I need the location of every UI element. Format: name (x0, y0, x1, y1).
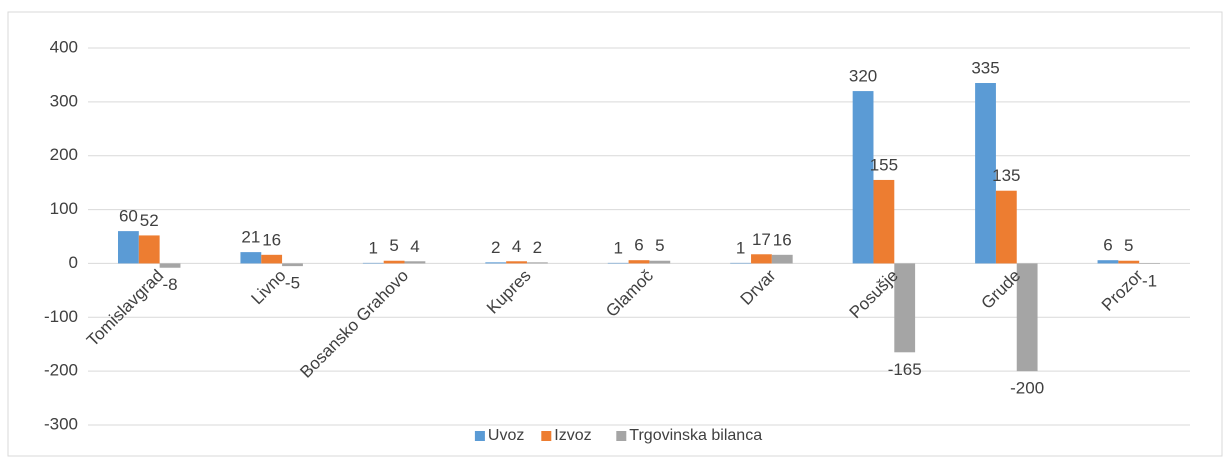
y-tick-label: 300 (50, 91, 78, 110)
data-label: 2 (491, 238, 500, 257)
bar (730, 262, 752, 264)
bar (159, 263, 181, 268)
bar (261, 254, 283, 264)
legend-label: Uvoz (488, 427, 524, 444)
data-label: 4 (410, 237, 419, 256)
legend-swatch (474, 431, 485, 441)
data-label: 16 (773, 230, 792, 249)
data-label: -1 (1142, 271, 1157, 290)
data-label: -200 (1010, 379, 1044, 398)
legend-swatch (541, 431, 552, 441)
bar (852, 91, 874, 264)
bar (995, 190, 1017, 264)
data-label: 1 (613, 238, 622, 257)
bar (383, 260, 405, 264)
y-tick-label: 0 (69, 253, 78, 272)
bar (873, 179, 895, 264)
data-label: 16 (262, 230, 281, 249)
data-label: 2 (533, 238, 542, 257)
data-label: 135 (992, 166, 1020, 185)
bar (506, 261, 527, 264)
bar (1118, 260, 1140, 264)
data-label: 6 (1103, 236, 1112, 255)
legend-label: Izvoz (554, 427, 591, 444)
data-label: 52 (140, 211, 159, 230)
bar (1097, 260, 1119, 264)
y-tick-label: 100 (50, 199, 78, 218)
bar (1139, 263, 1161, 264)
data-label: -165 (888, 360, 922, 379)
y-tick-label: -100 (44, 307, 78, 326)
y-tick-label: 400 (50, 37, 78, 56)
y-tick-label: -300 (44, 414, 78, 433)
data-label: 320 (849, 67, 877, 86)
data-label: 4 (512, 237, 521, 256)
bar (117, 231, 139, 264)
data-label: 60 (119, 207, 138, 226)
bar (751, 254, 772, 264)
legend-swatch (616, 431, 627, 441)
data-label: 155 (870, 155, 898, 174)
data-label: 5 (389, 236, 398, 255)
bar (771, 254, 793, 264)
bar (607, 262, 629, 264)
bar (404, 261, 426, 264)
bar (1016, 263, 1038, 372)
y-tick-label: -200 (44, 361, 78, 380)
bar (975, 83, 996, 264)
data-label: -8 (162, 275, 177, 294)
bar (240, 252, 262, 264)
data-label: 6 (634, 236, 643, 255)
bar (362, 262, 384, 264)
legend-label: Trgovinska bilanca (629, 427, 762, 444)
bar (526, 262, 548, 264)
bar (138, 235, 160, 264)
data-label: 335 (971, 58, 999, 77)
bar (282, 263, 303, 267)
data-label: 1 (369, 238, 378, 257)
data-label: 5 (655, 236, 664, 255)
data-label: 5 (1124, 236, 1133, 255)
bar (649, 260, 671, 264)
data-label: -5 (285, 274, 300, 293)
chart-border (7, 11, 1223, 457)
y-tick-label: 200 (50, 145, 78, 164)
data-label: 21 (241, 228, 260, 247)
bar (894, 263, 916, 353)
bar (628, 260, 650, 264)
data-label: 1 (736, 238, 745, 257)
bar (485, 262, 507, 264)
data-label: 17 (752, 230, 771, 249)
